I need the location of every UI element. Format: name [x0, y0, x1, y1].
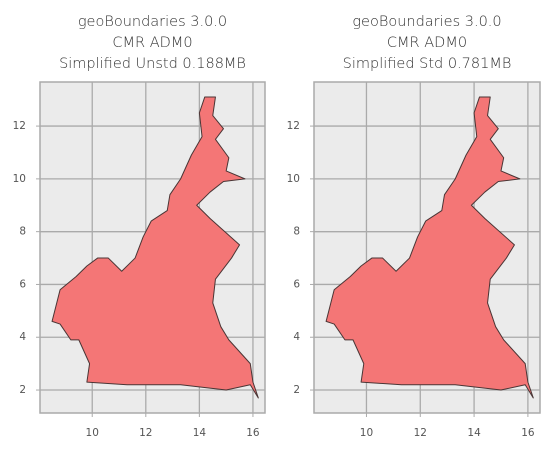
country-boundary — [325, 96, 534, 399]
y-tick-label: 10 — [287, 173, 300, 185]
x-tick-label: 12 — [414, 427, 427, 439]
chart-title: CMR ADM0 — [387, 35, 467, 51]
x-tick-label: 16 — [246, 427, 260, 439]
x-tick-label: 10 — [86, 427, 99, 439]
chart-title: Simplified Std 0.781MB — [343, 56, 512, 72]
y-tick-label: 8 — [293, 226, 300, 238]
chart-title: CMR ADM0 — [112, 35, 192, 51]
chart-title: geoBoundaries 3.0.0 — [352, 14, 501, 30]
y-tick-label: 4 — [293, 331, 300, 343]
y-tick-label: 12 — [287, 120, 300, 132]
x-tick-label: 16 — [521, 427, 535, 439]
y-tick-label: 6 — [293, 278, 300, 290]
chart-title: geoBoundaries 3.0.0 — [78, 14, 227, 30]
y-tick-label: 4 — [19, 331, 26, 343]
y-tick-label: 12 — [13, 120, 26, 132]
country-boundary — [51, 96, 259, 399]
x-tick-label: 10 — [360, 427, 373, 439]
y-tick-label: 10 — [13, 173, 26, 185]
x-tick-label: 14 — [193, 427, 207, 439]
x-tick-label: 12 — [139, 427, 152, 439]
y-tick-label: 2 — [293, 384, 300, 396]
x-tick-label: 14 — [467, 427, 481, 439]
chart-title: Simplified Unstd 0.188MB — [59, 56, 246, 72]
y-tick-label: 6 — [19, 278, 26, 290]
y-tick-label: 2 — [19, 384, 26, 396]
y-tick-label: 8 — [19, 226, 26, 238]
